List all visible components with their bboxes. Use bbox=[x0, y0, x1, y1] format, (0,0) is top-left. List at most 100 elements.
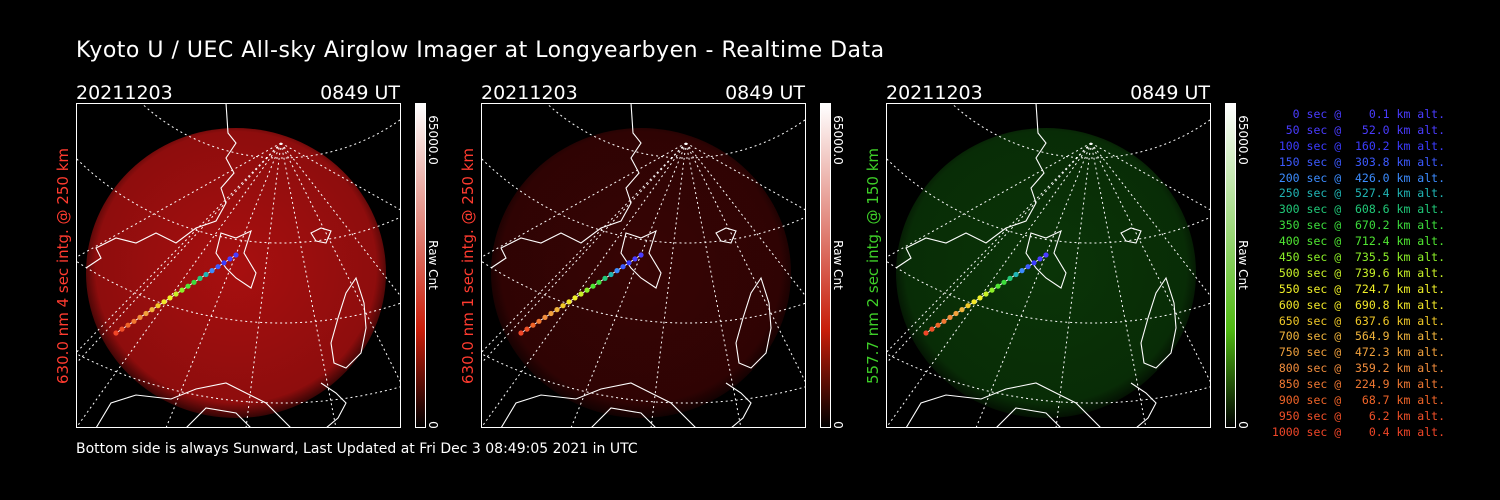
trajectory-point bbox=[995, 283, 1001, 289]
trajectory-point bbox=[524, 326, 530, 332]
trajectory-point bbox=[626, 260, 632, 266]
meridian-line bbox=[280, 142, 401, 211]
legend-item: 150 sec @ 303.8 km alt. bbox=[1271, 154, 1445, 169]
trajectory-point bbox=[965, 303, 971, 309]
panel-1-ylabel: 630.0 nm 4 sec intg. @ 250 km bbox=[54, 147, 72, 384]
latitude-circle bbox=[140, 103, 401, 159]
meridian-line bbox=[685, 142, 806, 385]
latitude-circle bbox=[950, 103, 1211, 159]
trajectory-point bbox=[554, 307, 560, 313]
trajectory-point bbox=[227, 256, 233, 262]
coastline bbox=[735, 276, 772, 369]
legend-item: 300 sec @ 608.6 km alt. bbox=[1271, 202, 1445, 217]
panel-2-date: 20211203 bbox=[481, 82, 578, 104]
panel-3-time: 0849 UT bbox=[1130, 82, 1210, 104]
panel-2-ylabel: 630.0 nm 1 sec intg. @ 250 km bbox=[459, 147, 477, 384]
trajectory-point bbox=[941, 318, 947, 324]
trajectory-point bbox=[1037, 256, 1043, 262]
trajectory-point bbox=[197, 275, 203, 281]
meridian-line bbox=[481, 142, 687, 258]
trajectory-point bbox=[179, 287, 185, 293]
coastline bbox=[330, 276, 367, 369]
map-canvas bbox=[886, 103, 1211, 428]
legend-item: 750 sec @ 472.3 km alt. bbox=[1271, 345, 1445, 360]
trajectory-point bbox=[173, 291, 179, 297]
trajectory-point bbox=[125, 322, 131, 328]
coastline bbox=[1025, 229, 1067, 289]
panel-3-colorbar-max: 65000.0 bbox=[1236, 115, 1250, 165]
meridian-line bbox=[76, 142, 282, 258]
trajectory-point bbox=[572, 295, 578, 301]
meridian-line bbox=[76, 142, 282, 428]
legend-item: 100 sec @ 160.2 km alt. bbox=[1271, 138, 1445, 153]
trajectory-point bbox=[971, 299, 977, 305]
trajectory-point bbox=[215, 264, 221, 270]
trajectory-point bbox=[143, 310, 149, 317]
legend-item: 500 sec @ 739.6 km alt. bbox=[1271, 265, 1445, 280]
trajectory-point bbox=[155, 303, 161, 309]
panel-1-colorbar-unit: Raw Cnt bbox=[426, 240, 440, 290]
legend-item: 1000 sec @ 0.4 km alt. bbox=[1271, 424, 1445, 439]
panel-2-colorbar-max: 65000.0 bbox=[831, 115, 845, 165]
latitude-circle bbox=[886, 157, 1211, 244]
meridian-line bbox=[76, 142, 282, 354]
trajectory-legend: 0 sec @ 0.1 km alt. 50 sec @ 52.0 km alt… bbox=[1255, 107, 1445, 441]
trajectory-point bbox=[590, 283, 596, 289]
page-title: Kyoto U / UEC All-sky Airglow Imager at … bbox=[76, 38, 885, 63]
footer-status: Bottom side is always Sunward, Last Upda… bbox=[76, 441, 638, 457]
panel-2-map bbox=[481, 103, 806, 428]
airglow-image bbox=[86, 128, 386, 418]
latitude-circle bbox=[76, 352, 401, 404]
legend-item: 250 sec @ 527.4 km alt. bbox=[1271, 186, 1445, 201]
legend-item: 200 sec @ 426.0 km alt. bbox=[1271, 170, 1445, 185]
panel-3-ylabel: 557.7 nm 2 sec intg. @ 150 km bbox=[864, 147, 882, 384]
trajectory-point bbox=[953, 310, 959, 317]
latitude-circle bbox=[481, 352, 806, 404]
legend-item: 350 sec @ 670.2 km alt. bbox=[1271, 218, 1445, 233]
map-canvas bbox=[481, 103, 806, 428]
latitude-circle bbox=[481, 260, 806, 324]
legend-item: 550 sec @ 724.7 km alt. bbox=[1271, 281, 1445, 296]
trajectory-point bbox=[536, 318, 542, 324]
coastline bbox=[1120, 227, 1142, 244]
trajectory-point bbox=[149, 307, 155, 313]
trajectory-point bbox=[131, 318, 137, 324]
coastline bbox=[1140, 276, 1177, 369]
trajectory-point bbox=[221, 260, 227, 266]
trajectory-point bbox=[1043, 252, 1049, 258]
coastline bbox=[620, 229, 662, 289]
coastline bbox=[185, 407, 252, 428]
trajectory-point bbox=[959, 307, 965, 313]
panel-1-map bbox=[76, 103, 401, 428]
panel-2-colorbar-min: 0 bbox=[831, 421, 845, 429]
meridian-line bbox=[280, 142, 401, 385]
latitude-circle bbox=[886, 260, 1211, 324]
trajectory-point bbox=[638, 252, 644, 258]
trajectory-point bbox=[929, 326, 935, 332]
trajectory-point bbox=[518, 330, 524, 336]
coastline bbox=[905, 382, 1102, 428]
airglow-image bbox=[491, 128, 791, 418]
meridian-line bbox=[685, 142, 806, 211]
latitude-circle bbox=[76, 260, 401, 324]
panel-1-colorbar bbox=[415, 103, 426, 428]
latitude-circle bbox=[886, 352, 1211, 404]
coastline bbox=[215, 229, 257, 289]
trajectory-point bbox=[614, 268, 620, 274]
coastline bbox=[895, 103, 1047, 269]
meridian-line bbox=[1090, 142, 1211, 211]
trajectory-point bbox=[566, 299, 572, 305]
legend-item: 0 sec @ 0.1 km alt. bbox=[1271, 107, 1445, 121]
trajectory-point bbox=[632, 256, 638, 262]
trajectory-point bbox=[209, 268, 215, 274]
trajectory-point bbox=[1013, 271, 1019, 278]
coastline bbox=[85, 103, 237, 269]
meridian-line bbox=[1090, 142, 1211, 385]
trajectory-point bbox=[608, 271, 614, 278]
meridian-line bbox=[1090, 142, 1211, 298]
trajectory-point bbox=[1007, 275, 1013, 281]
trajectory-point bbox=[1001, 279, 1007, 285]
trajectory-point bbox=[923, 330, 929, 336]
legend-item: 600 sec @ 690.8 km alt. bbox=[1271, 297, 1445, 312]
coastline bbox=[1130, 382, 1157, 428]
